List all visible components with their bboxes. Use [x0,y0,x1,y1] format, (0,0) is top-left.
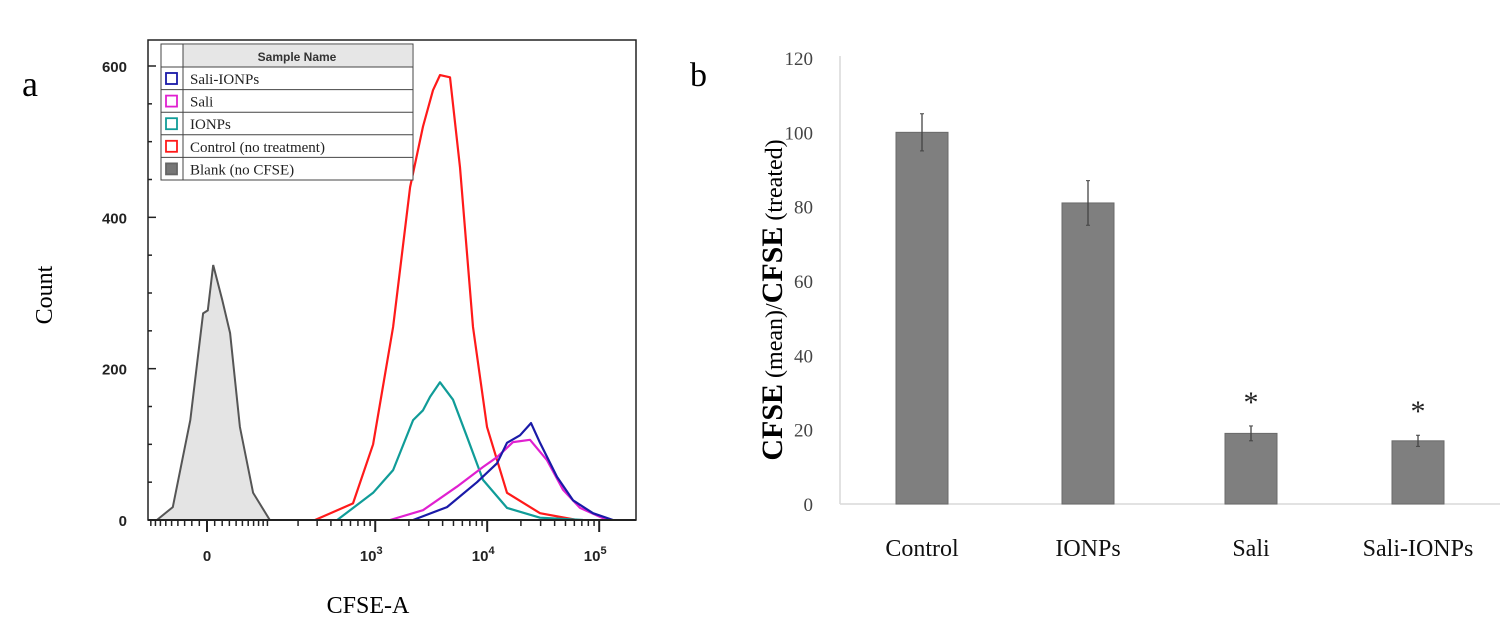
y-tick-label: 100 [785,123,814,144]
histogram-curves [154,73,614,522]
legend-swatch [165,139,178,153]
category-label: Sali-IONPs [1363,536,1474,562]
category-label: IONPs [1055,536,1120,562]
y-tick-label: 80 [794,198,813,219]
significance-marker: * [1244,386,1259,419]
curve-sali-ionps [412,422,614,522]
y-tick-label: 40 [794,346,813,367]
legend-entry: IONPs [190,117,231,133]
legend-swatch [165,94,178,108]
bar-ionps [1061,202,1115,505]
y-tick-label: 20 [794,421,813,442]
y-tick-label: 200 [102,362,127,379]
bar-chart-panel: b CFSE (mean)/CFSE (treated) 0 20 40 60 80 10… [690,49,1500,562]
curve-sali [389,438,608,522]
legend-entry: Blank (no CFSE) [190,162,294,178]
x-tick-base: 10 [360,548,377,565]
x-axis-label: CFSE-A [327,593,410,619]
significance-marker: * [1411,395,1426,428]
x-tick-base: 10 [472,548,489,565]
y-axis-ticks: 0 200 400 600 [102,59,156,530]
panel-label-b: b [690,57,707,94]
category-label: Sali [1232,536,1270,562]
x-tick-label: 103 [360,545,383,565]
x-axis-ticks: 0 103 104 105 [150,520,607,565]
legend-entry: Control (no treatment) [190,140,325,156]
y-axis-label: CFSE (mean)/CFSE (treated) [756,139,789,460]
curve-ionps [336,381,584,522]
legend-swatch [165,117,178,131]
bars: Control IONPs * Sali * Sali-IONPs [885,113,1474,562]
x-tick-exponent: 5 [600,545,606,557]
y-label-part: (mean)/ [762,303,788,384]
legend-entry: Sali [190,95,213,111]
bar-control [895,131,949,505]
x-tick-exponent: 3 [377,545,383,557]
legend-swatch [165,72,178,85]
x-tick-base: 0 [203,548,211,565]
y-tick-label: 400 [102,210,127,227]
panel-label-a: a [22,64,38,104]
y-tick-label: 0 [119,513,127,530]
x-tick-label: 0 [203,548,211,565]
y-tick-label: 600 [102,59,127,76]
y-tick-label: 60 [794,272,813,293]
legend-swatch [165,162,178,176]
curve-control-no-treatment [314,73,578,522]
legend-entry: Sali-IONPs [190,72,259,88]
x-tick-label: 105 [584,545,607,565]
x-tick-exponent: 4 [488,545,495,557]
legend-header: Sample Name [258,50,337,64]
legend: Sample Name Sali-IONPs Sali IONPs Control (… [160,43,414,181]
bar-sali-ionps [1391,440,1445,505]
x-tick-label: 104 [472,545,496,565]
curve-blank-no-cfse [154,264,272,521]
x-tick-base: 10 [584,548,601,565]
y-axis-label: Count [32,265,58,324]
y-label-bold-part: CFSE [756,384,789,461]
y-tick-label: 0 [804,495,814,516]
category-label: Control [885,536,959,562]
y-tick-label: 120 [785,49,814,70]
y-label-part: (treated) [762,139,788,226]
y-axis-ticks: 0 20 40 60 80 100 120 [785,49,814,516]
y-label-bold-part: CFSE [756,227,789,304]
bar-sali [1224,432,1278,505]
